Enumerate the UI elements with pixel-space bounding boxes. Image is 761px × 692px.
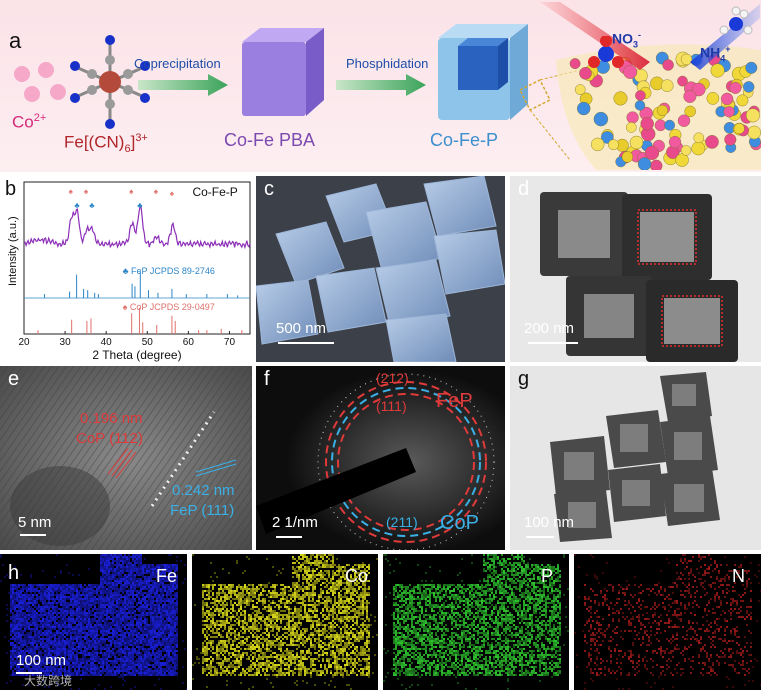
scale-bar: [20, 534, 46, 536]
element-label-n: N: [732, 566, 745, 586]
arrow-right-icon: [336, 74, 426, 96]
peak-marker: ♣: [89, 201, 95, 210]
chart-title: Co-Fe-P: [192, 185, 237, 199]
map-co: Co: [192, 554, 378, 690]
panel-label-f: f: [264, 368, 270, 390]
ring-label-212: (212): [376, 370, 409, 386]
peak-marker: ♠: [170, 189, 175, 198]
x-tick-label: 60: [183, 337, 195, 348]
scale-bar-label: 5 nm: [18, 514, 52, 531]
panel-label-b: b: [5, 178, 17, 200]
map-fe: Fe: [0, 554, 187, 690]
arrow-right-icon: [138, 74, 228, 96]
element-signal-p: [383, 554, 569, 690]
panel-label-c: c: [264, 178, 274, 200]
map-p: P: [383, 554, 569, 690]
ammonium-molecule-icon: [719, 6, 753, 35]
xrd-pattern-line: [23, 205, 251, 250]
nitrate-label: NO3-: [612, 30, 642, 50]
peak-marker: ♣: [74, 201, 80, 210]
peak-marker: ♠: [84, 187, 89, 196]
reference-1-label: ♣ FeP JCPDS 89-2746: [123, 266, 215, 276]
x-tick-label: 70: [224, 337, 236, 348]
panel-a-schematic: a Co2+ Fe[(CN)6]3+ Coprecipitation Co-Fe…: [0, 0, 761, 172]
panel-label-a: a: [9, 28, 22, 53]
panel-g-tem-image: g 100 nm: [510, 366, 761, 550]
panel-label-g: g: [518, 368, 530, 390]
x-axis-label: 2 Theta (degree): [92, 348, 181, 362]
diffraction-rings-illustration: [256, 366, 505, 550]
map-n: N: [574, 554, 761, 690]
element-signal-co: [192, 554, 378, 690]
panel-d-tem-image: d 200 nm: [510, 176, 761, 362]
co-ions-icon: [14, 62, 66, 102]
scale-bar: [16, 672, 42, 674]
panel-e-hrtem-image: e 0.196 nm CoP (112) 0.242 nm FeP (111) …: [0, 366, 252, 550]
co-fe-pba-cube-icon: [242, 28, 324, 116]
watermark: 大数跨境: [24, 674, 73, 688]
panel-b-xrd-chart: b ♠ ♣ ♠ ♣ ♠ ♣ ♠ ♠ ♣ FeP JCPDS 89-2746 ♠ CoP JCPDS…: [0, 176, 252, 362]
panel-label-d: d: [518, 178, 530, 200]
panel-label-e: e: [8, 368, 20, 390]
scale-bar-label: 100 nm: [16, 652, 67, 669]
x-tick-label: 50: [142, 337, 154, 348]
scale-bar: [528, 342, 578, 344]
element-label-p: P: [540, 566, 553, 586]
panel-label-h: h: [8, 562, 20, 584]
nitrate-molecule-icon: [588, 36, 624, 68]
element-label-fe: Fe: [155, 566, 177, 586]
sem-cubes-illustration: [256, 176, 505, 362]
step-phosphidation-label: Phosphidation: [346, 56, 429, 71]
panel-h-eds-mapping: Fe Co P N h 100 nm 大数跨境: [0, 554, 761, 692]
scale-bar-label: 200 nm: [524, 320, 575, 337]
scale-bar-label: 100 nm: [524, 514, 575, 531]
light-beam-icon: [690, 4, 760, 70]
peak-marker: ♠: [154, 187, 159, 196]
peak-marker: ♠: [69, 187, 74, 196]
tem-hollow-cubes-illustration: [510, 176, 761, 362]
element-signal-n: [574, 554, 761, 690]
reference-2-label: ♠ CoP JCPDS 29-0497: [123, 302, 215, 312]
scale-bar: [276, 536, 302, 538]
x-tick-label: 20: [18, 337, 30, 348]
ring-label-111: (111): [376, 398, 407, 414]
fe-cn-complex-icon: [70, 35, 150, 129]
catalyst-surface-icon: [556, 44, 761, 170]
scale-bar-label: 500 nm: [276, 320, 327, 337]
ring-label-211: (211): [386, 514, 418, 530]
scale-bar: [526, 536, 554, 538]
plane-2-label: FeP (111): [170, 502, 235, 519]
product-co-fe-pba-label: Co-Fe PBA: [224, 130, 316, 150]
x-tick-label: 40: [101, 337, 113, 348]
fe-complex-label: Fe[(CN)6]3+: [64, 132, 148, 156]
panel-c-sem-image: c 500 nm: [256, 176, 505, 362]
panel-f-saed-pattern: f (212) (111) (211) FeP CoP 2 1/nm: [256, 366, 505, 550]
product-co-fe-p-label: Co-Fe-P: [430, 130, 499, 150]
d-spacing-2-label: 0.242 nm: [172, 482, 235, 499]
d-spacing-1-label: 0.196 nm: [80, 410, 143, 427]
phase-label-fep: FeP: [436, 390, 473, 412]
peak-marker: ♣: [137, 201, 143, 210]
y-axis-label: Intensity (a.u.): [7, 216, 19, 286]
ammonium-label: NH4+: [700, 44, 731, 64]
peak-marker: ♠: [129, 187, 134, 196]
scale-bar-label: 2 1/nm: [272, 514, 318, 531]
x-tick-label: 30: [60, 337, 72, 348]
element-label-co: Co: [344, 566, 368, 586]
scale-bar: [278, 342, 334, 344]
phase-label-cop: CoP: [440, 512, 479, 534]
tem-stacked-cubes-illustration: [510, 366, 761, 550]
co-ion-label: Co2+: [12, 112, 47, 132]
plot-frame: [23, 181, 251, 335]
step-coprecipitation-label: Coprecipitation: [134, 56, 221, 71]
hrtem-lattice-illustration: [0, 366, 252, 550]
xrd-plot: ♠♣♠♣♠♣♠ ♠♣ FeP JCPDS 89-2746♠ CoP JCPDS 2…: [7, 181, 251, 362]
light-beam-icon: [540, 2, 650, 70]
plane-1-label: CoP (112): [76, 430, 143, 447]
element-signal-fe: [0, 554, 187, 690]
